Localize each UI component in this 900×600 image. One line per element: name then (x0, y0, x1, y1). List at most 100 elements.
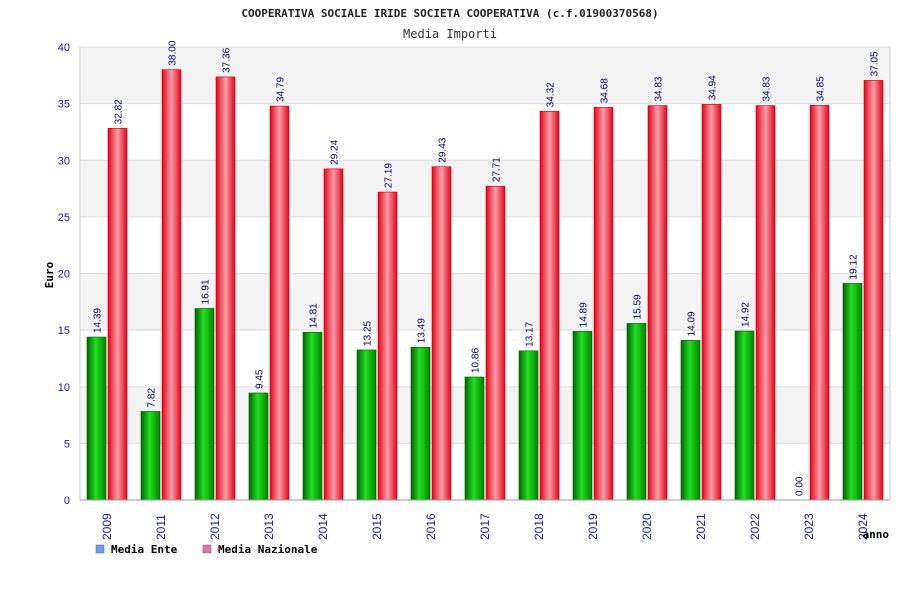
bar-media-nazionale-2021 (701, 104, 722, 501)
bar-media-ente-2009 (86, 336, 107, 501)
bar-media-ente-2011 (140, 411, 161, 501)
value-label-media-ente-2012: 16.91 (201, 279, 212, 304)
value-label-media-ente-2014: 14.81 (309, 303, 320, 328)
y-tick-label: 15 (58, 325, 70, 337)
y-tick-label: 5 (64, 438, 70, 450)
bar-media-nazionale-2019 (593, 106, 614, 501)
bar-media-nazionale-2017 (485, 185, 506, 501)
bar-media-ente-2014 (302, 331, 323, 501)
legend: Media Ente Media Nazionale (95, 543, 318, 556)
grid-band (81, 47, 889, 104)
bar-media-ente-2013 (248, 392, 269, 501)
bar-media-ente-2024 (842, 283, 863, 501)
x-tick-label-2011: 2011 (154, 514, 168, 540)
value-label-media-nazionale-2021: 34.94 (708, 75, 719, 100)
bar-media-ente-2015 (356, 349, 377, 501)
bar-media-ente-2019 (572, 331, 593, 501)
x-tick-label-2017: 2017 (478, 513, 492, 540)
bar-media-nazionale-2018 (539, 111, 560, 501)
value-label-media-ente-2011: 7.82 (147, 388, 158, 408)
grid-band (81, 273, 889, 331)
value-label-media-nazionale-2024: 37.05 (870, 51, 881, 76)
bar-media-ente-2017 (464, 376, 485, 501)
bar-media-nazionale-2014 (323, 168, 344, 501)
value-label-media-nazionale-2019: 34.68 (600, 78, 611, 103)
bar-media-nazionale-2015 (377, 191, 398, 501)
value-label-media-nazionale-2017: 27.71 (492, 157, 503, 182)
value-label-media-nazionale-2023: 34.85 (816, 76, 827, 101)
x-axis: 2009 2011 2012 2013 2014 2015 2016 2017 2018 2019… (80, 499, 890, 540)
bar-media-nazionale-2024 (863, 80, 884, 501)
bar-media-nazionale-2009 (107, 128, 128, 501)
x-tick-label-2023: 2023 (802, 513, 816, 540)
chart-title: COOPERATIVA SOCIALE IRIDE SOCIETA COOPER… (241, 7, 658, 20)
x-axis-label: anno (863, 528, 890, 541)
x-tick-label-2016: 2016 (424, 513, 438, 540)
value-label-media-nazionale-2016: 29.43 (438, 137, 449, 162)
value-label-media-ente-2019: 14.89 (579, 302, 590, 327)
y-tick-label: 20 (58, 269, 70, 281)
grid-band (81, 160, 889, 217)
x-tick-label-2013: 2013 (262, 513, 276, 540)
value-label-media-ente-2024: 19.12 (849, 254, 860, 279)
grid-band (81, 386, 889, 444)
y-tick-label: 25 (58, 212, 70, 224)
value-label-media-nazionale-2009: 32.82 (114, 99, 125, 124)
y-axis-label: Euro (43, 261, 56, 288)
y-tick-label: 40 (58, 42, 70, 54)
value-label-media-ente-2009: 14.39 (93, 308, 104, 333)
value-label-media-nazionale-2013: 34.79 (276, 77, 287, 102)
value-label-media-nazionale-2022: 34.83 (762, 76, 773, 101)
bar-media-nazionale-2022 (755, 105, 776, 501)
y-tick-label: 30 (58, 155, 70, 167)
value-label-media-nazionale-2020: 34.83 (654, 76, 665, 101)
x-tick-label-2015: 2015 (370, 513, 384, 540)
bar-media-ente-2016 (410, 346, 431, 501)
value-label-media-ente-2015: 13.25 (363, 320, 374, 345)
value-label-media-nazionale-2015: 27.19 (384, 163, 395, 188)
value-label-media-nazionale-2014: 29.24 (330, 139, 341, 164)
x-tick-label-2019: 2019 (586, 513, 600, 540)
value-label-media-ente-2018: 13.17 (525, 321, 536, 346)
x-tick-label-2014: 2014 (316, 513, 330, 540)
chart-subtitle: Media Importi (403, 27, 497, 41)
y-tick-label: 0 (64, 495, 70, 507)
value-label-media-nazionale-2011: 38.00 (168, 40, 179, 65)
value-labels: 14.39 32.82 7.82 38.00 16.91 37.36 9.45 34.79 14… (93, 40, 881, 496)
value-label-media-nazionale-2018: 34.32 (546, 82, 557, 107)
x-tick-label-2018: 2018 (532, 513, 546, 540)
value-label-media-nazionale-2012: 37.36 (222, 47, 233, 72)
x-tick-label-2012: 2012 (208, 513, 222, 540)
x-tick-label-2020: 2020 (640, 513, 654, 540)
bars-group (86, 69, 884, 501)
legend-swatch-media-nazionale (202, 544, 212, 554)
y-tick-label: 35 (58, 99, 70, 111)
x-tick-label-2024: 2024 (856, 513, 870, 540)
value-label-media-ente-2017: 10.86 (471, 348, 482, 373)
bar-media-ente-2018 (518, 350, 539, 501)
x-tick-label-2021: 2021 (694, 513, 708, 540)
bar-media-ente-2020 (626, 323, 647, 501)
value-label-media-ente-2020: 15.59 (633, 294, 644, 319)
x-tick-label-2009: 2009 (100, 513, 114, 540)
bar-media-nazionale-2013 (269, 105, 290, 501)
bar-media-ente-2022 (734, 330, 755, 501)
bar-media-nazionale-2023 (809, 105, 830, 501)
value-label-media-ente-2021: 14.09 (687, 311, 698, 336)
bar-media-ente-2021 (680, 340, 701, 501)
legend-label-media-ente: Media Ente (111, 543, 178, 556)
bar-media-nazionale-2020 (647, 105, 668, 501)
bar-media-ente-2012 (194, 308, 215, 501)
value-label-media-ente-2023: 0.00 (795, 476, 806, 496)
y-axis: 0 5 10 15 20 25 30 35 40 (58, 42, 81, 507)
value-label-media-ente-2013: 9.45 (255, 369, 266, 389)
value-label-media-ente-2022: 14.92 (741, 302, 752, 327)
bar-media-nazionale-2016 (431, 166, 452, 501)
bar-media-nazionale-2011 (161, 69, 182, 501)
y-tick-label: 10 (58, 382, 70, 394)
x-tick-label-2022: 2022 (748, 513, 762, 540)
legend-swatch-media-ente (95, 544, 105, 554)
bar-media-nazionale-2012 (215, 76, 236, 501)
value-label-media-ente-2016: 13.49 (417, 318, 428, 343)
